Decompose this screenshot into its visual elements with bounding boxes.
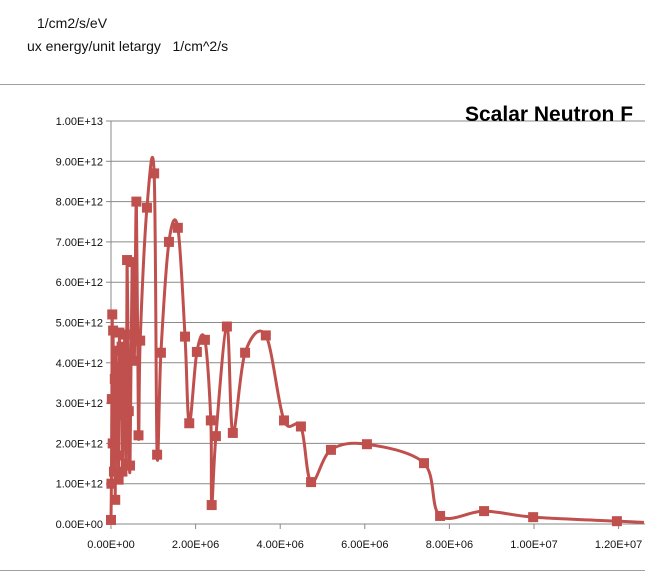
data-point [611,516,622,527]
series-line [109,155,645,524]
data-point [210,431,221,442]
y-tick-label: 1.00E+12 [56,479,103,491]
data-point [111,450,122,461]
data-point [206,500,217,511]
chart-title: Scalar Neutron F [465,103,633,126]
data-point [260,330,271,341]
data-point [110,494,121,505]
data-point [109,373,120,384]
data-point [106,394,117,405]
y-tick-label: 7.00E+12 [56,237,103,249]
data-point [205,415,216,426]
data-point [227,427,238,438]
y-tick-label: 9.00E+12 [56,156,103,168]
data-point [180,331,191,342]
data-point [149,168,160,179]
x-tick-label: 0.00E+00 [87,539,134,551]
data-point [419,458,430,469]
y-tick-label: 2.00E+12 [56,438,103,450]
data-point [155,347,166,358]
y-tick-label: 6.00E+12 [56,277,103,289]
y-tick-label: 3.00E+12 [56,398,103,410]
data-point [133,430,144,441]
data-point [295,421,306,432]
data-point [118,398,129,409]
data-point [528,512,539,523]
data-point [119,329,130,340]
data-point [221,321,232,332]
y-tick-label: 1.00E+13 [56,116,103,128]
data-point [127,257,138,268]
x-tick-label: 6.00E+06 [341,539,388,551]
data-point [116,341,127,352]
data-point [112,361,123,372]
data-point [163,236,174,247]
data-point [106,478,117,489]
data-point [240,347,251,358]
x-tick-label: 1.00E+07 [510,539,557,551]
data-point [184,418,195,429]
data-point [107,438,118,449]
data-point [106,514,116,525]
y-tick-label: 8.00E+12 [56,197,103,209]
data-point [117,466,128,477]
data-point [108,466,119,477]
gridlines [111,120,645,485]
data-point [122,255,133,266]
x-tick-label: 4.00E+06 [256,539,303,551]
data-point [172,222,183,233]
data-point [479,506,490,517]
data-point [115,410,126,421]
data-point [435,510,446,521]
data-point [123,406,134,417]
x-tick-label: 1.20E+07 [595,539,642,551]
unit-label-ev: 1/cm2/s/eV [37,15,108,31]
x-tick-label: 2.00E+06 [172,539,219,551]
data-point [107,309,118,320]
sheet-row-line [0,570,645,571]
data-point [279,415,290,426]
data-point [135,335,146,346]
sheet-row-line [0,84,645,85]
data-point [199,334,210,345]
data-point [114,327,125,338]
data-point [108,325,119,336]
data-point [191,346,202,357]
data-point [111,345,122,356]
data-point [125,460,136,471]
y-tick-label: 5.00E+12 [56,318,103,330]
data-point [131,196,142,207]
data-point [306,477,317,488]
y-tick-label: 0.00E+00 [56,519,103,531]
data-point [129,355,140,366]
data-point [361,439,372,450]
x-tick-label: 8.00E+06 [426,539,473,551]
y-tick-label: 4.00E+12 [56,358,103,370]
data-point [113,474,124,485]
data-point [152,449,163,460]
data-point [141,202,152,213]
unit-label-lethargy: ux energy/unit letargy 1/cm^2/s [27,38,229,54]
data-point [325,444,336,455]
